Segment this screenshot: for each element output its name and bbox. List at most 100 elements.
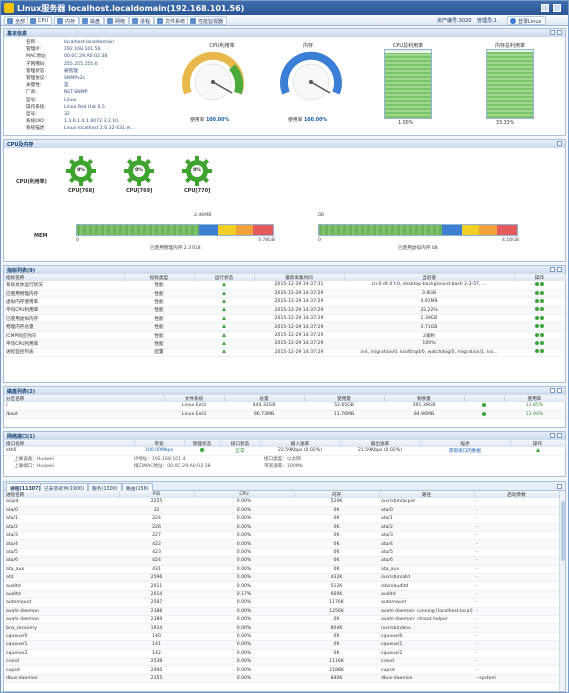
column-header[interactable]: 描述 <box>420 440 511 447</box>
indicator-row[interactable]: 进程监控列表 配置 2015-12-29 14:37:29 init, migrati… <box>4 348 565 358</box>
process-row[interactable]: dbus-daemon 2355 0.00% 840K dbus-daemon --sys… <box>4 674 559 684</box>
toolbar-button-perf-monitor[interactable]: 性能监视器 <box>187 16 228 25</box>
collapse-icon[interactable] <box>557 433 562 438</box>
indicator-row[interactable]: ICMP响应时间 性能 2015-12-29 14:37:29 2毫秒 <box>4 331 565 341</box>
refresh-icon[interactable] <box>550 388 555 393</box>
view-icon[interactable] <box>534 281 539 286</box>
tab-process[interactable]: 进程(11307) <box>6 483 45 492</box>
column-header[interactable]: 内存 <box>294 491 380 498</box>
action-icon[interactable] <box>535 447 540 452</box>
process-row[interactable]: cupsd 2460 0.00% 2188K cupsd - <box>4 665 559 675</box>
indicator-row[interactable]: 已使用虚拟内存 性能 2015-12-29 14:37:29 2.39GB <box>4 314 565 324</box>
process-row[interactable]: avahi-daemon 2389 0.00% 0K avahi-daemon: chr… <box>4 615 559 625</box>
disk-row[interactable]: /boot Linux Ext3 96.73MB 11.76MB 84.96MB 11.9… <box>4 410 565 420</box>
edit-icon[interactable] <box>540 307 545 312</box>
view-icon[interactable] <box>534 290 539 295</box>
column-header[interactable]: 接口名称 <box>4 440 135 447</box>
column-header[interactable]: 输出速率 <box>340 440 421 447</box>
tab-routes[interactable]: 路由(156) <box>122 483 153 492</box>
toolbar-button-cpu[interactable]: CPU <box>27 16 53 25</box>
process-row[interactable]: ata/6 424 0.00% 0K ata/6- <box>4 556 559 566</box>
refresh-icon[interactable] <box>550 433 555 438</box>
column-header[interactable]: 文件系统 <box>164 395 225 402</box>
collapse-icon[interactable] <box>557 267 562 272</box>
process-row[interactable]: acpid 2255 0.00% 520K/usr/sbin/acpid - <box>4 498 559 507</box>
process-row[interactable]: auditd 2011 0.00% 512K/sbin/auditd - <box>4 581 559 591</box>
network-header[interactable]: 网络接口(1) <box>4 432 565 440</box>
column-header[interactable] <box>464 395 505 402</box>
column-header[interactable]: 管理状态 <box>184 440 221 447</box>
process-scrollbar[interactable] <box>559 491 565 691</box>
view-icon[interactable] <box>534 349 539 354</box>
tab-services[interactable]: 服务(1300) <box>88 483 122 492</box>
edit-icon[interactable] <box>540 340 545 345</box>
close-icon[interactable] <box>553 4 561 12</box>
column-header[interactable]: 操作 <box>510 440 566 447</box>
toolbar-button-all[interactable]: 全部 <box>4 16 30 25</box>
disk-row[interactable]: / Linux Ext3 444.32GB 52.65GB 391.39GB 11.85% <box>4 402 565 411</box>
column-header[interactable]: 启动参数 <box>474 491 560 498</box>
view-icon[interactable] <box>534 307 539 312</box>
collapse-icon[interactable] <box>557 484 562 489</box>
process-row[interactable]: ata/5 423 0.00% 0K ata/5- <box>4 548 559 558</box>
indicator-row[interactable]: 物理内存总量 性能 2015-12-29 14:37:29 3.71GB <box>4 322 565 332</box>
column-header[interactable]: 分区名称 <box>4 395 165 402</box>
edit-icon[interactable] <box>540 324 545 329</box>
collapse-icon[interactable] <box>557 30 562 35</box>
process-row[interactable]: avahi-daemon 2388 0.00% 1256K avahi-daemon: … <box>4 607 559 616</box>
toolbar-button-network[interactable]: 网络 <box>104 16 130 25</box>
process-row[interactable]: cqueue/1 141 0.00% 0K cqueue/1- <box>4 640 559 650</box>
view-icon[interactable] <box>534 298 539 303</box>
view-icon[interactable] <box>534 332 539 337</box>
basic-info-header[interactable]: 基本信息 <box>4 29 565 37</box>
column-header[interactable]: 指标名称 <box>4 274 125 281</box>
indicators-header[interactable]: 指标列表(9) <box>4 266 565 274</box>
column-header[interactable]: 接口状态 <box>220 440 261 447</box>
column-header[interactable]: 路径 <box>379 491 475 498</box>
toolbar-button-filesystem[interactable]: 文件系统 <box>154 16 190 25</box>
indicator-row[interactable]: 平均CPU利用率 性能 2015-12-29 14:37:29 100% <box>4 339 565 349</box>
refresh-icon[interactable] <box>550 267 555 272</box>
collapse-icon[interactable] <box>557 141 562 146</box>
column-header[interactable]: 运行状态 <box>194 274 255 281</box>
collapse-icon[interactable] <box>557 388 562 393</box>
minimize-icon[interactable] <box>541 4 549 12</box>
column-header[interactable]: 当前值 <box>344 274 515 281</box>
process-row[interactable]: ata/0 32 0.00% 0K ata/0- <box>4 506 559 516</box>
process-row[interactable]: ata/3 227 0.00% 0K ata/3- <box>4 531 559 541</box>
column-header[interactable]: 使用率 <box>504 395 566 402</box>
process-row[interactable]: ata/4 422 0.00% 0K ata/4- <box>4 539 559 549</box>
edit-icon[interactable] <box>540 332 545 337</box>
process-row[interactable]: ata/1 224 0.00% 0K ata/1- <box>4 514 559 524</box>
column-header[interactable]: 操作 <box>514 274 566 281</box>
cpu-mem-header[interactable]: CPU及内存 <box>4 140 565 148</box>
column-header[interactable]: 总量 <box>224 395 305 402</box>
process-row[interactable]: cqueue/0 140 0.00% 0K cqueue/0- <box>4 632 559 642</box>
process-row[interactable]: automount 2587 0.00% 1176K automount - <box>4 598 559 608</box>
toolbar-button-disk[interactable]: 磁盘 <box>79 16 105 25</box>
edit-icon[interactable] <box>540 298 545 303</box>
disk-header[interactable]: 磁盘列表(2) <box>4 387 565 395</box>
process-row[interactable]: atd 2596 0.00% 432K/usr/sbin/atd - <box>4 573 559 583</box>
toolbar-button-process[interactable]: 进程 <box>129 16 155 25</box>
edit-icon[interactable] <box>540 281 545 286</box>
column-header[interactable]: 指标类型 <box>124 274 195 281</box>
indicator-row[interactable]: 已使用物理内存 性能 2015-12-29 14:37:29 3.8GB <box>4 289 565 299</box>
view-icon[interactable] <box>534 340 539 345</box>
view-icon[interactable] <box>534 315 539 320</box>
process-row[interactable]: bnx_recovery 1914 0.00% 804K/usr/sbin/bnx - <box>4 623 559 633</box>
process-row[interactable]: crond 2538 0.00% 1116K crond - <box>4 657 559 667</box>
process-row[interactable]: cqueue/2 142 0.00% 0K cqueue/2- <box>4 649 559 658</box>
column-header[interactable]: 剩余量 <box>384 395 465 402</box>
network-row[interactable]: eth0 100.00Mbps 正常 22.59Kbps (0.02%) 21.59Kb… <box>4 447 565 456</box>
column-header[interactable]: 带宽 <box>134 440 185 447</box>
column-header[interactable]: PID <box>119 491 195 498</box>
view-icon[interactable] <box>534 324 539 329</box>
refresh-icon[interactable] <box>550 30 555 35</box>
scroll-thumb[interactable] <box>561 501 565 561</box>
edit-icon[interactable] <box>540 315 545 320</box>
edit-icon[interactable] <box>540 290 545 295</box>
process-row[interactable]: auditd 2014 0.17% 660K auditd - <box>4 590 559 600</box>
edit-icon[interactable] <box>540 349 545 354</box>
column-header[interactable]: 进程名称 <box>4 491 120 498</box>
